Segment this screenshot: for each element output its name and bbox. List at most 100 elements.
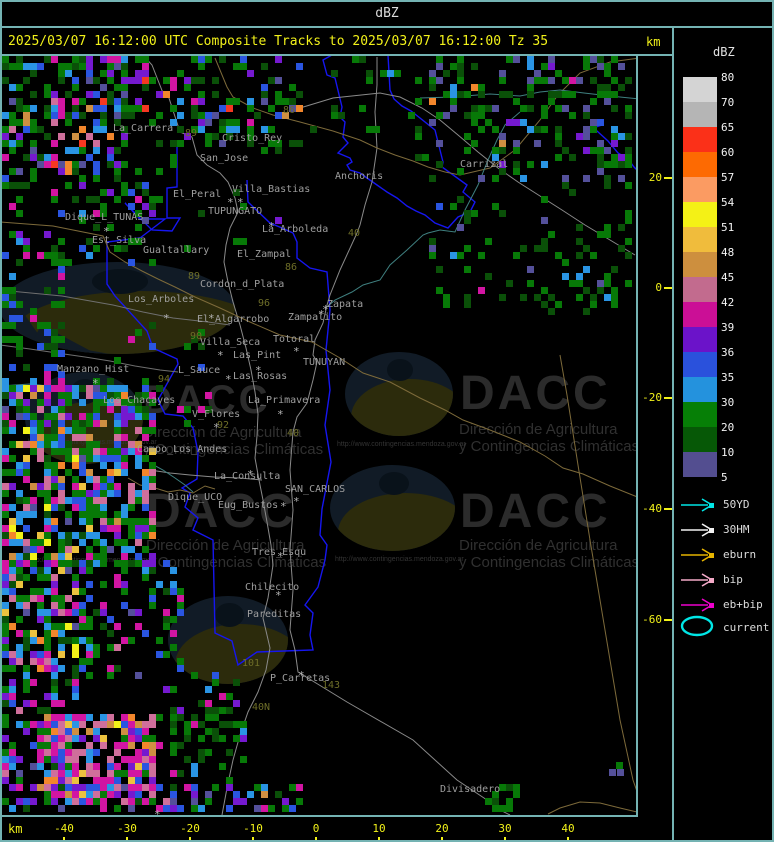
- radar-cell: [534, 245, 541, 252]
- radar-cell: [2, 581, 9, 588]
- radar-cell: [86, 560, 93, 567]
- radar-cell: [86, 91, 93, 98]
- radar-cell: [58, 637, 65, 644]
- radar-cell: [492, 805, 499, 812]
- radar-cell: [37, 252, 44, 259]
- radar-cell: [51, 665, 58, 672]
- radar-cell: [520, 119, 527, 126]
- radar-cell: [128, 805, 135, 812]
- radar-cell: [16, 462, 23, 469]
- radar-cell: [72, 427, 79, 434]
- radar-cell: [555, 133, 562, 140]
- radar-cell: [72, 434, 79, 441]
- radar-cell: [527, 91, 534, 98]
- radar-cell: [135, 623, 142, 630]
- header-bar: 2025/03/07 16:12:00 UTC Composite Tracks…: [0, 28, 672, 54]
- town-marker: *: [237, 196, 244, 209]
- radar-cell: [149, 462, 156, 469]
- radar-cell: [107, 469, 114, 476]
- radar-cell: [72, 728, 79, 735]
- radar-cell: [79, 469, 86, 476]
- radar-cell: [58, 63, 65, 70]
- radar-cell: [485, 119, 492, 126]
- radar-cell: [30, 546, 37, 553]
- radar-cell: [72, 574, 79, 581]
- radar-cell: [128, 259, 135, 266]
- radar-cell: [2, 133, 9, 140]
- radar-cell: [16, 756, 23, 763]
- radar-cell: [44, 511, 51, 518]
- radar-cell: [135, 798, 142, 805]
- radar-cell: [604, 84, 611, 91]
- radar-cell: [65, 714, 72, 721]
- radar-cell: [72, 651, 79, 658]
- radar-cell: [86, 77, 93, 84]
- radar-cell: [16, 707, 23, 714]
- radar-cell: [107, 161, 114, 168]
- radar-cell: [149, 714, 156, 721]
- radar-cell: [121, 735, 128, 742]
- radar-cell: [128, 406, 135, 413]
- radar-cell: [65, 560, 72, 567]
- radar-cell: [576, 252, 583, 259]
- radar-cell: [79, 567, 86, 574]
- radar-cell: [2, 392, 9, 399]
- right-axis-tick: [664, 177, 672, 179]
- radar-cell: [128, 714, 135, 721]
- radar-cell: [443, 91, 450, 98]
- radar-cell: [513, 147, 520, 154]
- radar-cell: [9, 567, 16, 574]
- radar-cell: [597, 119, 604, 126]
- radar-cell: [79, 616, 86, 623]
- radar-cell: [135, 462, 142, 469]
- radar-cell: [37, 490, 44, 497]
- radar-cell: [506, 798, 513, 805]
- radar-cell: [142, 392, 149, 399]
- radar-cell: [513, 119, 520, 126]
- road-number-label: 89: [185, 128, 198, 139]
- radar-cell: [72, 623, 79, 630]
- radar-cell: [93, 560, 100, 567]
- radar-cell: [464, 294, 471, 301]
- radar-cell: [51, 469, 58, 476]
- radar-cell: [114, 665, 121, 672]
- radar-cell: [72, 532, 79, 539]
- radar-cell: [198, 210, 205, 217]
- radar-cell: [23, 154, 30, 161]
- radar-cell: [65, 448, 72, 455]
- bottom-axis-tick: [504, 837, 506, 842]
- radar-cell: [37, 735, 44, 742]
- radar-cell: [289, 84, 296, 91]
- radar-cell: [121, 245, 128, 252]
- radar-cell: [527, 280, 534, 287]
- radar-cell: [604, 231, 611, 238]
- radar-cell: [541, 238, 548, 245]
- radar-cell: [9, 749, 16, 756]
- radar-cell: [170, 805, 177, 812]
- radar-cell: [9, 532, 16, 539]
- radar-cell: [9, 553, 16, 560]
- radar-cell: [72, 784, 79, 791]
- radar-cell: [219, 721, 226, 728]
- town-label: L_Sauce: [178, 365, 221, 376]
- road-number-label: 143: [322, 680, 341, 691]
- radar-cell: [436, 161, 443, 168]
- radar-map-canvas[interactable]: DACC DACC DACC DACC Dirección de Agricultura…: [2, 56, 636, 815]
- radar-cell: [114, 490, 121, 497]
- radar-cell: [611, 126, 618, 133]
- radar-cell: [527, 84, 534, 91]
- radar-cell: [576, 77, 583, 84]
- radar-cell: [30, 70, 37, 77]
- radar-cell: [100, 84, 107, 91]
- radar-cell: [198, 56, 205, 63]
- radar-cell: [457, 196, 464, 203]
- radar-cell: [107, 56, 114, 63]
- radar-cell: [100, 455, 107, 462]
- radar-cell: [58, 98, 65, 105]
- radar-cell: [65, 770, 72, 777]
- radar-cell: [548, 231, 555, 238]
- radar-cell: [100, 777, 107, 784]
- radar-cell: [65, 756, 72, 763]
- radar-cell: [86, 672, 93, 679]
- radar-cell: [142, 455, 149, 462]
